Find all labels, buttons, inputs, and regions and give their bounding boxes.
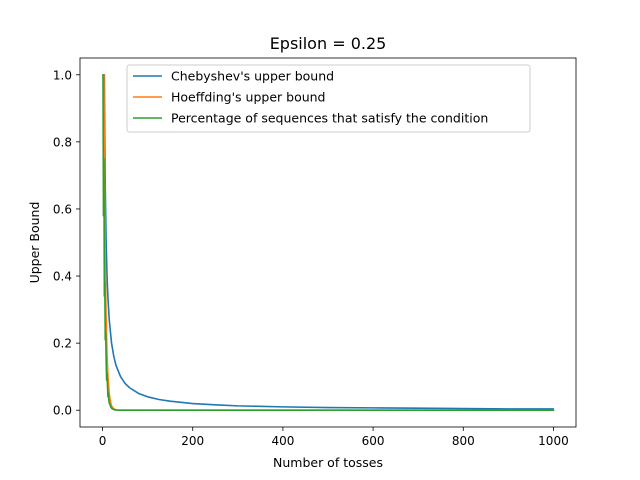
x-tick-label: 600 [362,434,385,448]
y-axis-label: Upper Bound [27,202,42,284]
y-tick-label: 0.2 [53,337,72,351]
y-tick-label: 1.0 [53,68,72,82]
x-tick-label: 800 [452,434,475,448]
plot-frame [79,57,577,428]
x-axis: 0 200 400 600 800 1000 [99,427,569,448]
y-tick-label: 0.4 [53,270,72,284]
y-tick-label: 0.0 [53,404,72,418]
legend: Chebyshev's upper bound Hoeffding's upper… [126,64,531,133]
x-tick-label: 400 [271,434,294,448]
legend-label-1: Chebyshev's upper bound [171,69,334,84]
legend-label-3: Percentage of sequences that satisfy the… [171,111,488,126]
x-axis-label: Number of tosses [273,455,383,470]
y-axis: 0.0 0.2 0.4 0.6 0.8 1.0 [53,68,80,418]
series-layer [102,73,555,412]
y-tick-label: 0.8 [53,135,72,149]
x-tick-label: 1000 [538,434,569,448]
y-tick-label: 0.6 [53,202,72,216]
legend-entries: Chebyshev's upper bound Hoeffding's upper… [133,69,488,126]
x-tick-label: 0 [99,434,107,448]
series-line-3 [102,73,555,412]
chart-title: Epsilon = 0.25 [270,34,387,53]
legend-label-2: Hoeffding's upper bound [171,90,326,105]
x-tick-label: 200 [181,434,204,448]
legend-box [126,64,531,133]
